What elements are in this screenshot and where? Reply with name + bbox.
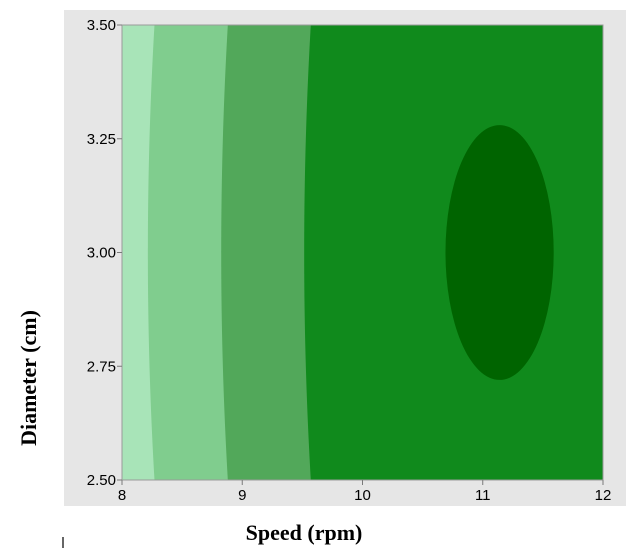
x-tick-label: 12 [595, 487, 612, 504]
x-axis-title: Speed (rpm) [246, 520, 363, 545]
plot-area [121, 24, 604, 481]
y-tick-label: 3.25 [87, 131, 116, 148]
y-tick-label: 2.75 [87, 358, 116, 375]
x-tick-label: 8 [118, 487, 126, 504]
y-axis-title: Diameter (cm) [16, 310, 41, 446]
y-tick-label: 2.50 [87, 472, 116, 489]
x-tick-label: 9 [238, 487, 246, 504]
x-tick-label: 10 [354, 487, 371, 504]
y-axis: 2.50 2.75 3.00 3.25 3.50 [87, 17, 122, 489]
contour-region-1 [122, 25, 155, 480]
contour-region-5 [445, 125, 554, 380]
x-tick-label: 11 [475, 487, 491, 504]
y-tick-label: 3.50 [87, 17, 116, 34]
contour-regions [122, 25, 604, 480]
x-axis: 8 9 10 11 12 [118, 480, 612, 504]
y-tick-label: 3.00 [87, 245, 116, 262]
